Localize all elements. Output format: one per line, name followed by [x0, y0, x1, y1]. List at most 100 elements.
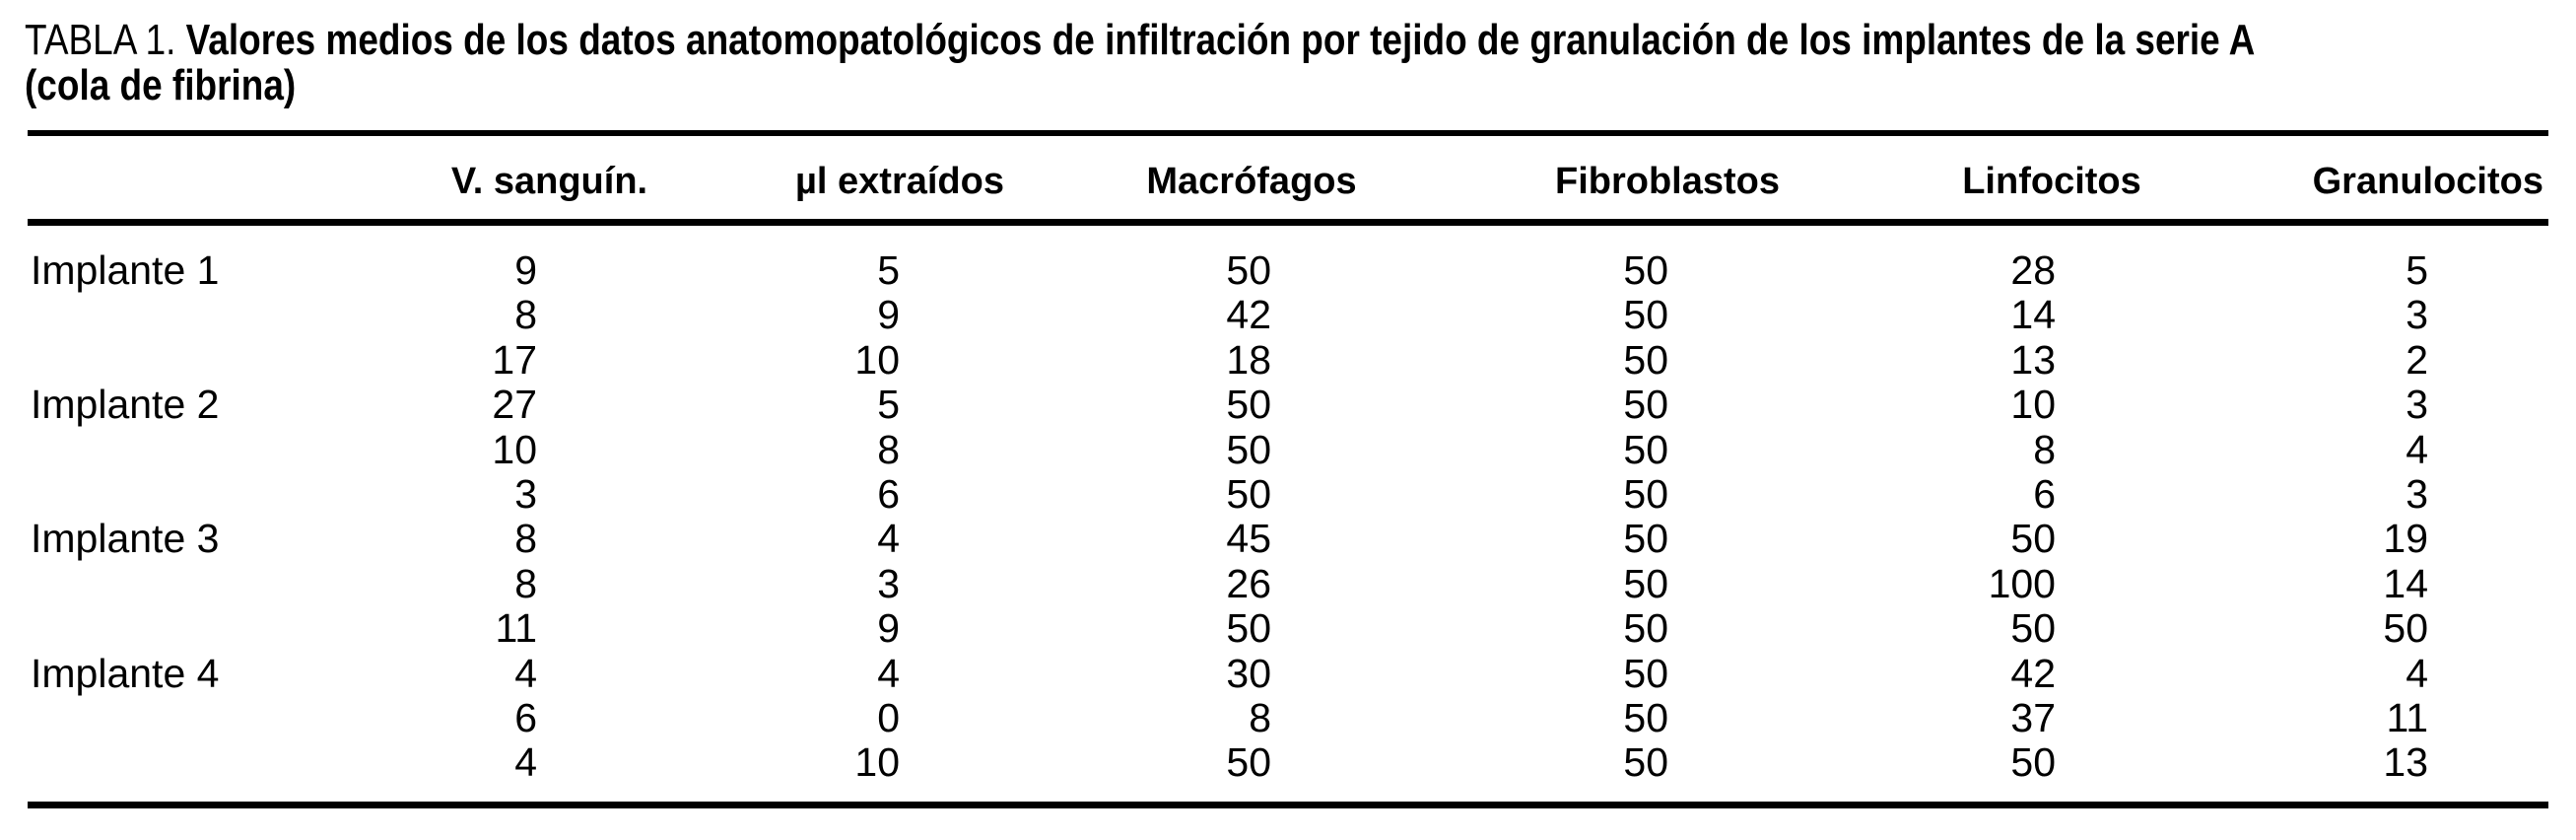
cell-value: 0: [877, 695, 900, 741]
data-table: V. sanguín. µl extraídos Macrófagos Fibrobl…: [28, 136, 2548, 786]
row-label: Implante 2: [31, 382, 220, 428]
cell-value: 3: [877, 560, 900, 606]
rule-bottom: [28, 802, 2548, 808]
cell-value: 37: [2010, 695, 2056, 741]
row-label: [28, 428, 374, 472]
table-row-5: 10 8 50 50 8 4: [28, 426, 2548, 472]
cell-value: 30: [1226, 650, 1271, 696]
cell-value: 6: [877, 471, 900, 518]
cell-value: 100: [1988, 560, 2056, 606]
cell-value: 3: [514, 471, 537, 518]
cell-value: 14: [2010, 292, 2056, 338]
column-header-1: V. sanguín.: [450, 161, 648, 202]
cell-value: 14: [2383, 560, 2428, 606]
cell-value: 9: [514, 247, 537, 293]
cell-value: 4: [877, 650, 900, 696]
row-label: [28, 293, 374, 337]
cell-value: 18: [1226, 336, 1271, 383]
cell-value: 11: [495, 605, 537, 652]
row-label: [28, 606, 374, 651]
row-label: Implante 3: [31, 516, 220, 562]
cell-value: 9: [877, 292, 900, 338]
cell-value: 8: [514, 516, 537, 562]
row-label: [28, 472, 374, 517]
cell-value: 50: [1226, 739, 1271, 786]
table-row-1: Implante 1 9 5 50 50 28 5: [28, 219, 2548, 293]
cell-value: 50: [2010, 739, 2056, 786]
table-row-7: Implante 3 8 4 45 50 50 19: [28, 516, 2548, 562]
cell-value: 28: [2010, 247, 2056, 293]
cell-value: 50: [1623, 426, 1668, 472]
cell-value: 50: [1623, 695, 1668, 741]
cell-value: 5: [2406, 247, 2428, 293]
cell-value: 50: [1623, 739, 1668, 786]
cell-value: 10: [854, 739, 900, 786]
cell-value: 4: [2406, 650, 2428, 696]
cell-value: 4: [877, 516, 900, 562]
title-line-2: (cola de fibrina): [25, 61, 297, 109]
rule-top: [28, 130, 2548, 136]
table-body: Implante 1 9 5 50 50 28 5 8 9 42 50 14 3 17 10 18 50 13 2 I…: [28, 219, 2548, 786]
table-row-10: Implante 4 4 4 30 50 42 4: [28, 650, 2548, 696]
cell-value: 3: [2406, 292, 2428, 338]
cell-value: 42: [1226, 292, 1271, 338]
cell-value: 3: [2406, 382, 2428, 428]
cell-value: 50: [1623, 471, 1668, 518]
title-text: Valores medios de los datos anatomopatol…: [185, 16, 2256, 64]
cell-value: 19: [2383, 516, 2428, 562]
cell-value: 8: [1249, 695, 1271, 741]
cell-value: 50: [1623, 560, 1668, 606]
table-row-11: 6 0 8 50 37 11: [28, 695, 2548, 741]
cell-value: 6: [514, 695, 537, 741]
cell-value: 50: [1623, 605, 1668, 652]
column-header-3: Macrófagos: [1146, 161, 1357, 202]
cell-value: 2: [2406, 336, 2428, 383]
cell-value: 50: [1226, 471, 1271, 518]
cell-value: 50: [1226, 426, 1271, 472]
cell-value: 50: [1623, 382, 1668, 428]
table-row-9: 11 9 50 50 50 50: [28, 605, 2548, 652]
cell-value: 6: [2033, 471, 2056, 518]
column-header-5: Linfocitos: [1962, 161, 2141, 202]
cell-value: 50: [1623, 247, 1668, 293]
row-label: [28, 562, 374, 606]
cell-value: 9: [877, 605, 900, 652]
cell-value: 10: [2010, 382, 2056, 428]
cell-value: 10: [492, 426, 537, 472]
cell-value: 5: [877, 382, 900, 428]
cell-value: 50: [1226, 247, 1271, 293]
row-label: [28, 740, 374, 785]
table-row-3: 17 10 18 50 13 2: [28, 336, 2548, 383]
cell-value: 50: [2383, 605, 2428, 652]
cell-value: 8: [514, 292, 537, 338]
column-header-4: Fibroblastos: [1554, 161, 1781, 202]
row-label: Implante 1: [31, 247, 220, 293]
cell-value: 50: [1623, 516, 1668, 562]
cell-value: 4: [2406, 426, 2428, 472]
cell-value: 3: [2406, 471, 2428, 518]
cell-value: 50: [1623, 292, 1668, 338]
column-header-6: Granulocitos: [2312, 161, 2543, 202]
cell-value: 13: [2383, 739, 2428, 786]
row-label-column-header: [28, 136, 374, 219]
cell-value: 50: [1623, 650, 1668, 696]
column-header-2: µl extraídos: [795, 161, 1004, 202]
row-label: [28, 338, 374, 383]
cell-value: 17: [492, 336, 537, 383]
cell-value: 4: [514, 739, 537, 786]
table-row-4: Implante 2 27 5 50 50 10 3: [28, 382, 2548, 428]
cell-value: 11: [2386, 695, 2428, 741]
rule-middle: [28, 219, 2548, 226]
cell-value: 50: [2010, 516, 2056, 562]
row-label: [28, 696, 374, 740]
cell-value: 45: [1226, 516, 1271, 562]
table-row-2: 8 9 42 50 14 3: [28, 292, 2548, 338]
cell-value: 27: [492, 382, 537, 428]
table-number-label: TABLA 1.: [25, 16, 176, 64]
cell-value: 50: [1226, 605, 1271, 652]
cell-value: 8: [2033, 426, 2056, 472]
cell-value: 5: [877, 247, 900, 293]
table-row-8: 8 3 26 50 100 14: [28, 560, 2548, 606]
header-row: V. sanguín. µl extraídos Macrófagos Fibrobl…: [28, 136, 2548, 219]
